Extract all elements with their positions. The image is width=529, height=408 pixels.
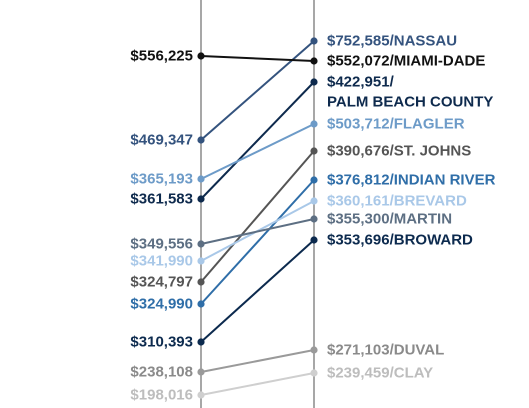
start-label-duval: $238,108 [130,364,193,381]
start-label-clay: $198,016 [130,387,193,404]
point-start-st-johns [197,278,205,286]
slope-line-duval [200,349,315,373]
end-label-st-johns: $390,676/ST. JOHNS [327,143,471,160]
end-label-clay: $239,459/CLAY [327,365,433,382]
point-start-duval [197,368,205,376]
slope-line-miami-dade [200,55,315,62]
point-end-brevard [310,197,318,205]
slope-line-flagler [200,123,315,180]
point-start-palm-beach-county [197,195,205,203]
point-start-nassau [197,136,205,144]
point-end-st-johns [310,147,318,155]
series-lines-group [200,40,315,396]
end-label-flagler: $503,712/FLAGLER [327,116,465,133]
start-label-broward: $310,393 [130,334,193,351]
slope-line-nassau [200,40,315,141]
start-label-indian-river: $324,990 [130,296,193,313]
start-label-palm-beach-county: $361,583 [130,191,193,208]
slope-line-indian-river [200,179,315,305]
point-end-nassau [310,37,318,45]
point-start-clay [197,391,205,399]
end-label-brevard: $360,161/BREVARD [327,193,467,210]
slope-line-broward [200,239,315,343]
start-label-flagler: $365,193 [130,171,193,188]
start-label-st-johns: $324,797 [130,274,193,291]
start-label-brevard: $341,990 [130,253,193,270]
end-label-martin: $355,300/MARTIN [327,211,452,228]
slope-line-palm-beach-county [200,81,315,200]
end-label-indian-river: $376,812/INDIAN RIVER [327,172,496,189]
series-points-group [197,37,318,399]
point-start-indian-river [197,300,205,308]
slope-line-martin [200,218,315,245]
start-label-nassau: $469,347 [130,132,193,149]
point-start-flagler [197,175,205,183]
end-label-miami-dade: $552,072/MIAMI-DADE [327,53,485,70]
start-label-miami-dade: $556,225 [130,48,193,65]
point-start-broward [197,338,205,346]
end-label-duval: $271,103/DUVAL [327,342,444,359]
point-end-miami-dade [310,57,318,65]
end-label-palm-beach-county: $422,951/ [327,74,395,91]
end-label-broward: $353,696/BROWARD [327,232,473,249]
point-end-indian-river [310,176,318,184]
point-end-martin [310,215,318,223]
point-end-duval [310,346,318,354]
slope-line-clay [200,372,315,396]
point-start-brevard [197,257,205,265]
point-end-flagler [310,120,318,128]
series-labels-group: $469,347 $752,585/NASSAU $556,225 $552,072/… [130,33,495,404]
point-end-clay [310,369,318,377]
point-start-martin [197,240,205,248]
point-start-miami-dade [197,52,205,60]
slope-line-st-johns [200,150,315,283]
start-label-martin: $349,556 [130,236,193,253]
end-label-nassau: $752,585/NASSAU [327,33,457,50]
end-label-line2-palm-beach-county: PALM BEACH COUNTY [327,94,493,111]
point-end-palm-beach-county [310,78,318,86]
point-end-broward [310,236,318,244]
